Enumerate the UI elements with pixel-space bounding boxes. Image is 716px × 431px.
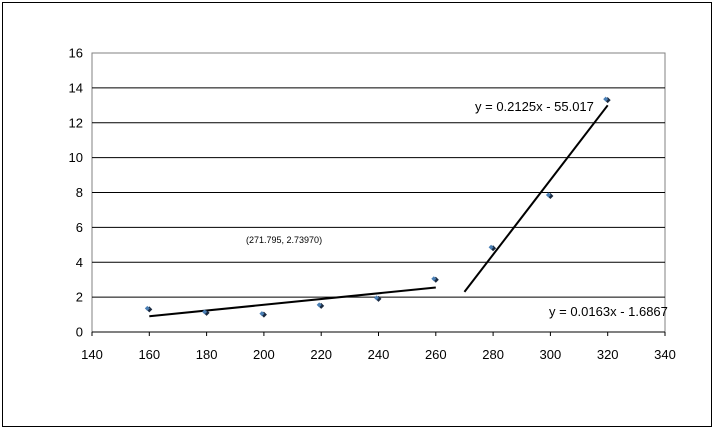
trendline-steep [463,104,609,293]
y-tick-label-6: 6 [76,220,83,235]
x-tick-label-280: 280 [482,347,504,362]
y-tick-label-10: 10 [69,150,83,165]
trendlines [149,104,609,318]
data-point-300 [545,192,554,199]
y-tick-label-0: 0 [76,325,83,340]
data-point-highlight-320 [603,96,609,102]
x-tick-label-300: 300 [540,347,562,362]
x-tick-label-140: 140 [81,347,103,362]
x-tick-label-220: 220 [310,347,332,362]
data-point-240 [374,295,382,302]
data-point-180 [202,309,210,316]
x-tick-label-160: 160 [138,347,160,362]
data-point-highlight-200 [259,311,265,317]
x-tick-label-180: 180 [196,347,218,362]
x-tick-label-340: 340 [654,347,676,362]
intersection-annotation: (271.795, 2.73970) [246,235,322,245]
y-tick-label-4: 4 [76,255,83,270]
data-point-highlight-240 [374,295,379,301]
y-tick-label-2: 2 [76,290,83,305]
data-point-160 [144,305,153,313]
y-tick-label-14: 14 [69,80,83,95]
data-points [144,96,611,318]
gridlines [92,87,665,333]
data-point-highlight-220 [316,302,322,308]
chart-frame: 140 160 180 200 220 240 260 280 300 320 340 0 2 4 6 8 1… [2,2,712,427]
data-point-highlight-300 [545,192,551,198]
data-point-260 [431,276,439,283]
data-point-320 [603,96,611,104]
trendline-equation-steep: y = 0.2125x - 55.017 [475,99,594,114]
data-point-highlight-280 [488,244,494,250]
x-tick-label-260: 260 [425,347,447,362]
scatter-chart: 140 160 180 200 220 240 260 280 300 320 340 0 2 4 6 8 1… [69,46,676,363]
x-axis-ticks: 140 160 180 200 220 240 260 280 300 320 340 [81,332,676,362]
data-point-highlight-260 [431,276,437,282]
y-tick-label-16: 16 [69,46,83,61]
data-point-highlight-180 [202,309,208,315]
data-point-280 [488,244,497,252]
trendline-flat [149,286,436,318]
x-tick-label-200: 200 [253,347,275,362]
data-point-220 [316,302,325,309]
data-point-200 [259,311,267,318]
y-tick-label-8: 8 [76,185,83,200]
x-tick-label-240: 240 [368,347,390,362]
trendline-equation-flat: y = 0.0163x - 1.6867 [549,304,668,319]
data-point-highlight-160 [144,305,150,311]
x-tick-label-320: 320 [597,347,619,362]
y-axis-ticks: 0 2 4 6 8 10 12 14 16 [69,46,83,340]
y-tick-label-12: 12 [69,115,83,130]
